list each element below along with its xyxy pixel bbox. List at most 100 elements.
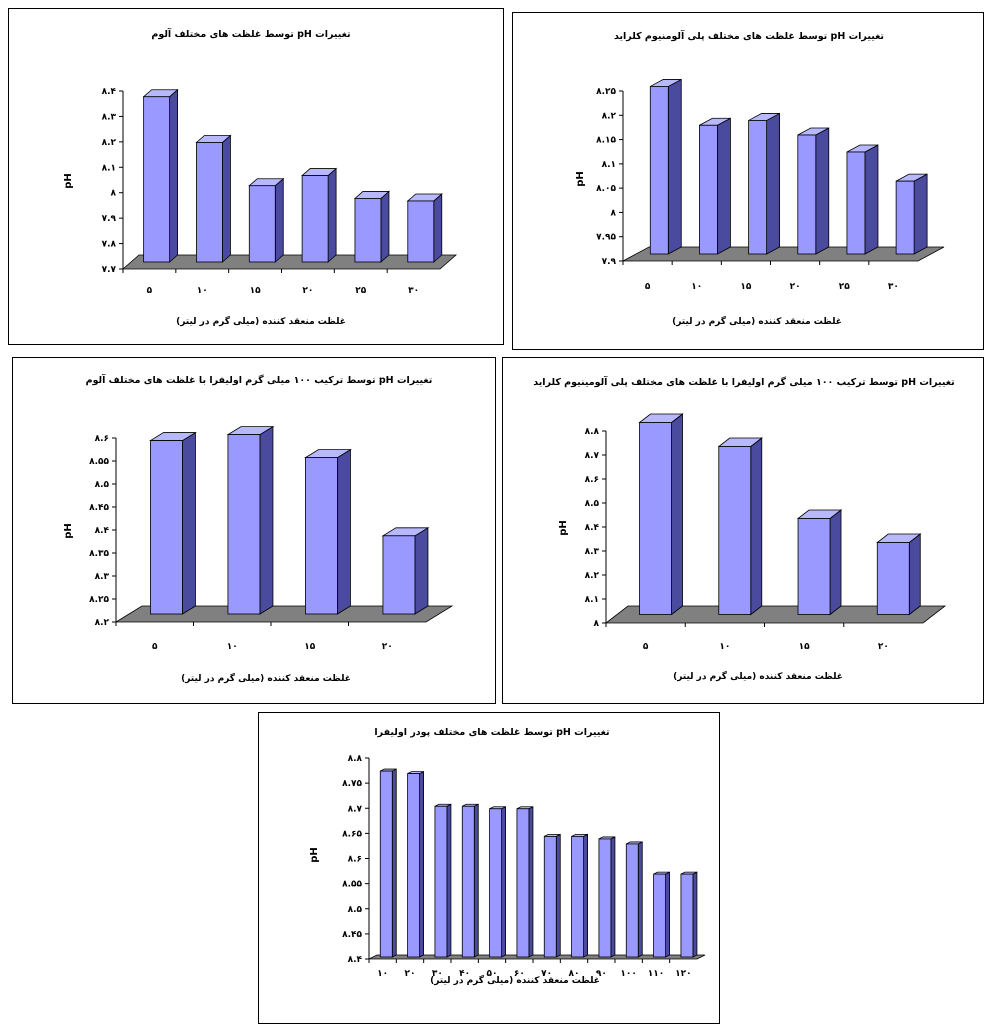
y-tick-label: ۸.۵ — [348, 905, 363, 915]
y-tick-label: ۸ — [111, 189, 117, 199]
chart-panel-pac: تغییرات pH توسط غلظت های مختلف پلی آلومن… — [512, 12, 984, 350]
x-tick-label: ۹۰ — [596, 969, 607, 979]
y-tick-label: ۸.۶ — [348, 855, 362, 865]
y-axis-label: pH — [63, 523, 74, 539]
y-tick-label: ۸.۶ — [95, 434, 109, 444]
x-tick-label: ۱۰۰ — [620, 969, 636, 979]
bar — [301, 167, 338, 263]
chart-panel-olifera-alum: تغییرات pH توسط ترکیب ۱۰۰ میلی گرم اولیف… — [12, 357, 496, 704]
chart-olifera-alum: تغییرات pH توسط ترکیب ۱۰۰ میلی گرم اولیف… — [63, 373, 454, 684]
y-tick-label: ۸.۱ — [602, 160, 616, 170]
x-tick-label: ۱۵ — [304, 642, 315, 652]
y-axis-label: pH — [558, 520, 569, 536]
y-tick-label: ۸.۷ — [348, 804, 363, 814]
bar — [406, 193, 443, 263]
chart-panel-olifera-powder: تغییرات pH توسط غلظت های مختلف پودر اولی… — [258, 712, 720, 1024]
bar — [876, 533, 922, 616]
bar — [571, 833, 589, 958]
chart-pac: تغییرات pH توسط غلظت های مختلف پلی آلومن… — [575, 29, 945, 327]
y-tick-label: ۸.۲۵ — [596, 87, 616, 97]
chart-title: تغییرات pH توسط غلظت های مختلف آلوم — [151, 27, 350, 40]
chart-floor — [604, 605, 947, 624]
bar — [407, 770, 425, 958]
y-axis-label: pH — [63, 173, 74, 189]
x-tick-label: ۱۵ — [740, 282, 751, 292]
bar — [149, 431, 197, 615]
x-tick-label: ۴۰ — [459, 969, 470, 979]
y-tick-label: ۸.۴ — [348, 955, 363, 965]
x-tick-label: ۸۰ — [569, 969, 580, 979]
chart-panel-olifera-pac: تغییرات pH توسط ترکیب ۱۰۰ میلی گرم اولیف… — [502, 357, 984, 704]
y-tick-label: ۸.۴ — [95, 526, 110, 536]
bar — [680, 871, 698, 958]
bar — [381, 527, 430, 615]
bar — [625, 841, 643, 958]
x-tick-label: ۲۰ — [790, 282, 801, 292]
bar — [797, 127, 830, 255]
bar — [653, 871, 671, 958]
bar — [598, 836, 616, 958]
x-tick-label: ۵۰ — [487, 969, 498, 979]
x-axis-label: غلظت منعقد کننده (میلی گرم در لیتر) — [430, 974, 600, 986]
y-tick-label: ۸ — [594, 619, 600, 629]
bar — [142, 88, 179, 263]
x-tick-label: ۱۰ — [719, 642, 730, 652]
x-tick-label: ۱۰ — [227, 642, 238, 652]
y-tick-label: ۸.۲ — [585, 571, 600, 581]
y-tick-label: ۸.۴ — [585, 523, 600, 533]
y-axis-label: pH — [575, 171, 586, 187]
x-tick-label: ۲۰ — [878, 642, 889, 652]
y-tick-label: ۸.۲ — [602, 111, 617, 121]
chart-panel-alum: تغییرات pH توسط غلظت های مختلف آلوم ۷.۷ ۷.… — [8, 8, 504, 345]
bar — [489, 806, 507, 958]
bar — [717, 437, 763, 616]
y-tick-label: ۸.۳ — [95, 572, 110, 582]
y-tick-label: ۸.۵۵ — [89, 457, 109, 467]
x-axis-label: غلظت منعقد کننده (میلی گرم در لیتر) — [181, 672, 351, 684]
bar — [846, 144, 879, 255]
x-tick-label: ۱۰ — [691, 282, 702, 292]
x-axis-label: غلظت منعقد کننده (میلی گرم در لیتر) — [672, 315, 842, 327]
y-tick-label: ۸.۰۵ — [596, 184, 616, 194]
chart-olifera-pac: تغییرات pH توسط ترکیب ۱۰۰ میلی گرم اولیف… — [533, 375, 955, 682]
x-tick-label: ۲۰ — [302, 286, 313, 296]
bar — [434, 803, 452, 958]
x-tick-label: ۲۵ — [839, 282, 850, 292]
y-tick-label: ۷.۸ — [102, 240, 117, 250]
x-tick-label: ۱۵ — [250, 286, 261, 296]
x-tick-label: ۲۰ — [382, 642, 393, 652]
x-tick-label: ۵ — [643, 642, 649, 652]
chart-floor — [114, 605, 454, 623]
y-tick-label: ۸.۵۵ — [342, 880, 362, 890]
chart-alum: تغییرات pH توسط غلظت های مختلف آلوم ۷.۷ ۷.… — [63, 27, 458, 327]
y-axis-label: pH — [309, 847, 320, 863]
bar — [461, 803, 479, 958]
bar — [248, 177, 285, 263]
y-tick-label: ۷.۹ — [602, 257, 617, 267]
chart-title: تغییرات pH توسط غلظت های مختلف پودر اولی… — [374, 727, 609, 738]
x-tick-label: ۳۰ — [888, 282, 899, 292]
y-tick-label: ۸.۴ — [102, 87, 117, 97]
x-tick-label: ۳۰ — [432, 969, 443, 979]
x-tick-label: ۳۰ — [408, 286, 419, 296]
chart-title: تغییرات pH توسط غلظت های مختلف پلی آلومن… — [614, 29, 884, 42]
y-tick-label: ۷.۹۵ — [596, 233, 616, 243]
y-tick-label: ۸.۷ — [585, 451, 600, 461]
chart-olifera-powder: تغییرات pH توسط غلظت های مختلف پودر اولی… — [309, 727, 706, 986]
x-tick-label: ۱۲۰ — [675, 969, 691, 979]
x-tick-label: ۱۱۰ — [648, 969, 664, 979]
x-tick-label: ۵ — [152, 642, 158, 652]
y-tick-label: ۸ — [611, 208, 617, 218]
x-tick-label: ۵ — [645, 282, 651, 292]
bar — [796, 509, 843, 616]
y-tick-label: ۸.۱ — [585, 595, 599, 605]
y-tick-label: ۸.۶ — [585, 475, 599, 485]
chart-title: تغییرات pH توسط ترکیب ۱۰۰ میلی گرم اولیف… — [86, 373, 433, 386]
y-tick-label: ۸.۳ — [585, 547, 600, 557]
x-axis-label: غلظت منعقد کننده (میلی گرم در لیتر) — [176, 315, 346, 327]
y-tick-label: ۸.۴۵ — [89, 503, 109, 513]
bar — [304, 448, 352, 615]
y-tick-label: ۷.۷ — [102, 265, 117, 275]
x-tick-label: ۷۰ — [541, 969, 552, 979]
bar — [543, 833, 561, 958]
